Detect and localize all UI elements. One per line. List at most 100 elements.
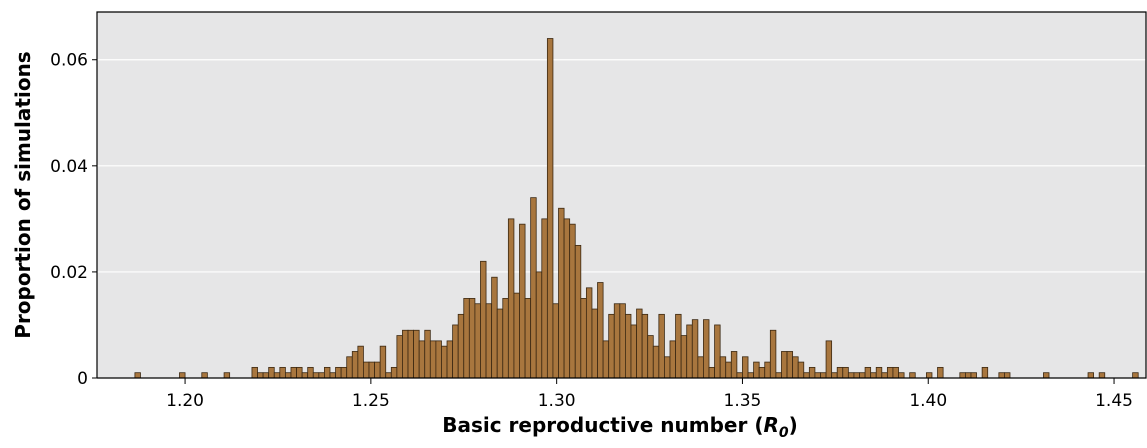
bar (1004, 372, 1011, 379)
bar (134, 372, 141, 379)
bar (792, 356, 799, 379)
bar (268, 366, 275, 379)
bar (703, 319, 710, 379)
bar (719, 356, 727, 379)
bar (340, 366, 348, 379)
bar (886, 366, 894, 379)
bar (764, 361, 771, 379)
bar (836, 366, 844, 379)
bar (970, 372, 977, 379)
bar (758, 366, 766, 379)
bar (541, 218, 548, 379)
bar (452, 324, 459, 379)
bar (803, 372, 810, 379)
x-tick-label: 1.20 (166, 391, 204, 411)
y-tick-label: 0 (77, 369, 88, 389)
bar (781, 351, 788, 379)
bar (925, 372, 933, 379)
bar (535, 271, 543, 379)
bar (602, 340, 610, 379)
y-tick-label: 0.02 (50, 263, 88, 283)
bar (324, 366, 331, 379)
bar (636, 308, 643, 379)
bar (1098, 372, 1106, 379)
bar (223, 372, 231, 379)
x-tick-label: 1.40 (909, 391, 947, 411)
bar (374, 361, 381, 379)
bar (513, 292, 520, 379)
bar (418, 340, 426, 379)
x-label-symbol: R (763, 413, 778, 437)
bar (251, 366, 258, 379)
bar (881, 372, 888, 379)
bars (134, 38, 1139, 379)
x-axis-label: Basic reproductive number (R0) (442, 413, 798, 441)
bar (474, 303, 481, 379)
bar (814, 372, 821, 379)
bar (820, 372, 827, 379)
bar (870, 372, 877, 379)
bar (859, 372, 866, 379)
bar (959, 372, 966, 379)
bar (446, 340, 454, 379)
bar (385, 372, 392, 379)
bar (262, 372, 270, 379)
bar (686, 324, 693, 379)
x-label-text: Basic reproductive number ( (442, 413, 763, 437)
bar (647, 335, 654, 379)
bar (569, 223, 576, 379)
bar (468, 298, 476, 379)
bar (675, 313, 682, 379)
bar (574, 244, 582, 379)
x-tick-label: 1.25 (352, 391, 390, 411)
bar (680, 335, 688, 379)
bar (485, 303, 493, 379)
bar (808, 366, 816, 379)
bar (546, 38, 554, 379)
bar (892, 366, 899, 379)
bar (619, 303, 626, 379)
y-tick-label: 0.06 (50, 51, 88, 71)
bar (441, 345, 448, 379)
bar (379, 345, 387, 379)
bar (753, 361, 760, 379)
bar (736, 372, 743, 379)
bar (625, 313, 632, 379)
y-tick-label: 0.04 (50, 157, 88, 177)
bar (402, 329, 409, 379)
bar (530, 197, 537, 379)
plot-frame (96, 11, 1147, 379)
bar (296, 366, 303, 379)
bar (1043, 372, 1050, 379)
bar (630, 324, 637, 379)
bar (898, 372, 905, 379)
bar (842, 366, 849, 379)
bar (312, 372, 320, 379)
bar (424, 329, 431, 379)
bar (257, 372, 264, 379)
bar (273, 372, 281, 379)
bar (691, 319, 699, 379)
bar (396, 335, 403, 379)
bar (825, 340, 833, 379)
bar (390, 366, 398, 379)
x-label-subscript: 0 (779, 425, 789, 441)
bar (669, 340, 676, 379)
bar (357, 345, 364, 379)
bar (747, 372, 755, 379)
bar (597, 282, 604, 379)
bar (290, 366, 297, 379)
bar (279, 366, 286, 379)
bar (368, 361, 375, 379)
bar (864, 366, 872, 379)
bar (652, 345, 660, 379)
bar (507, 218, 515, 379)
bar (613, 303, 621, 379)
bar (585, 287, 593, 379)
bar (1087, 372, 1095, 379)
bar (641, 313, 649, 379)
bar (775, 372, 782, 379)
bar (335, 366, 342, 379)
bar (201, 372, 208, 379)
